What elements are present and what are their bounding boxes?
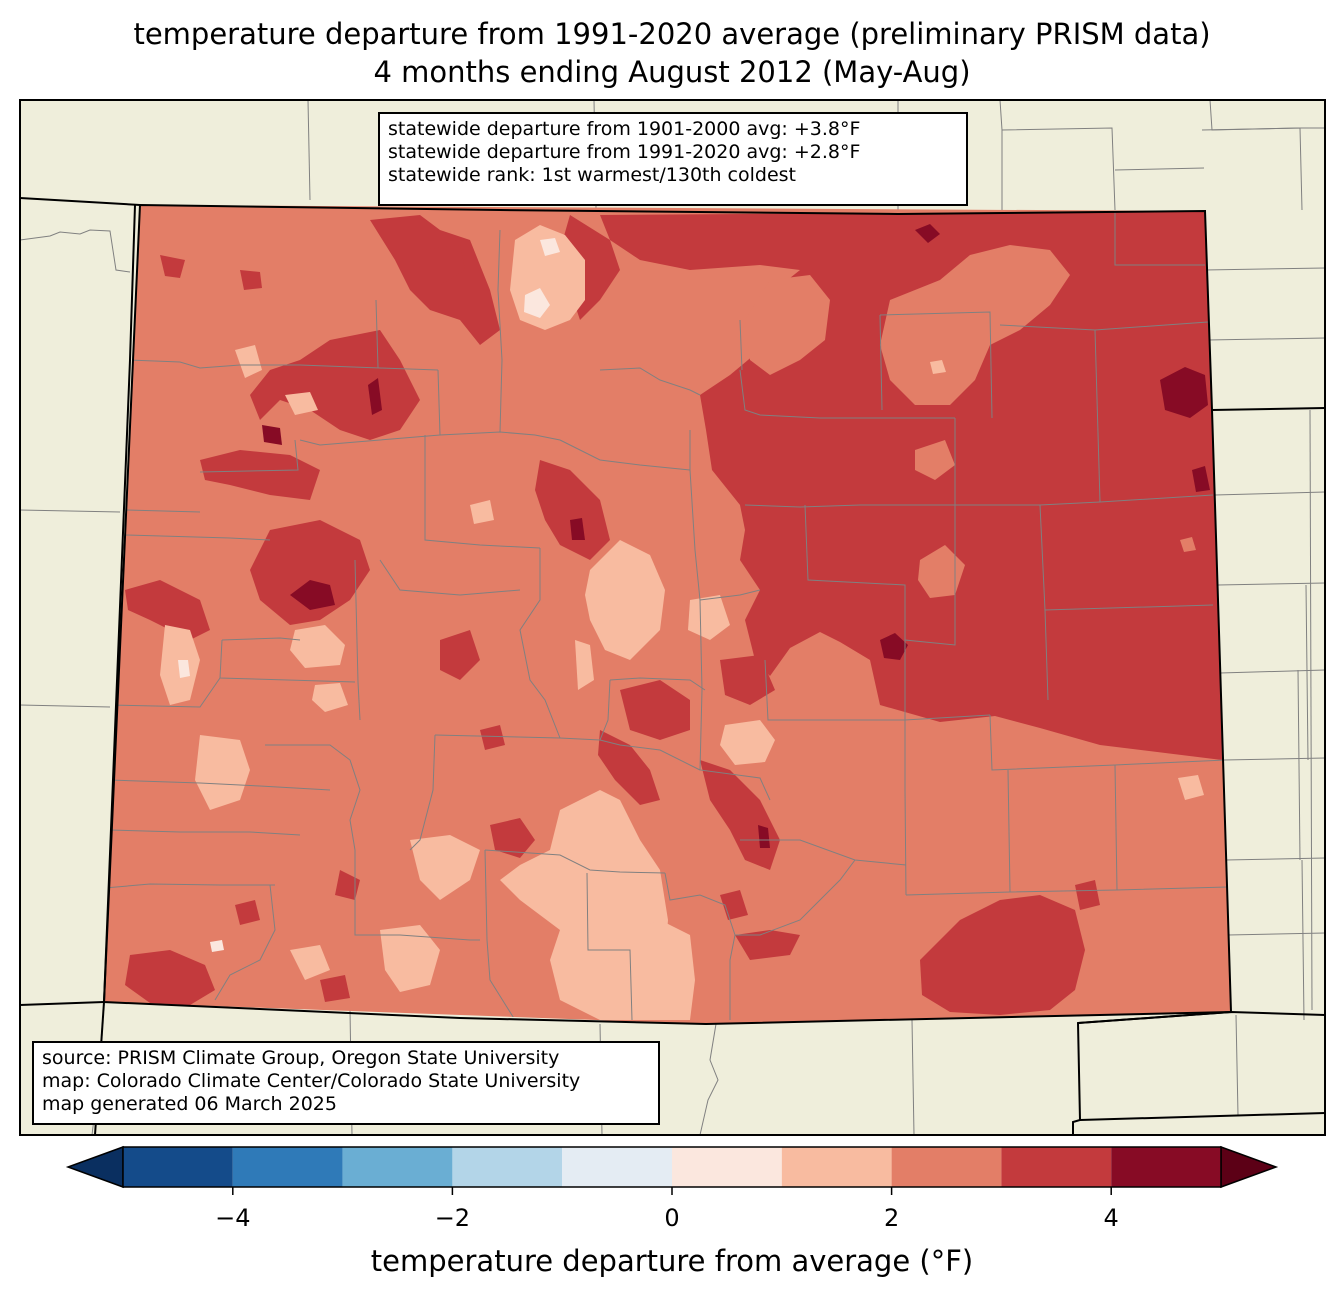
colorbar-bin-7 bbox=[891, 1147, 1002, 1187]
zones-4-5 bbox=[262, 224, 1210, 848]
colorbar-tick-label: 4 bbox=[1103, 1204, 1119, 1232]
colorbar-bin-3 bbox=[452, 1147, 563, 1187]
colorbar-label: temperature departure from average (°F) bbox=[370, 1244, 974, 1278]
zones-2-3-islands bbox=[745, 245, 1196, 598]
colorado-border bbox=[102, 203, 1233, 1026]
colorbar-bin-4 bbox=[562, 1147, 672, 1187]
title-line-2: 4 months ending August 2012 (May-Aug) bbox=[373, 55, 971, 89]
colorbar-bin-5 bbox=[672, 1147, 782, 1187]
stats-line-2: statewide departure from 1991-2020 avg: … bbox=[388, 141, 861, 163]
source-line-3: map generated 06 March 2025 bbox=[42, 1093, 337, 1115]
colorbar-extend-over bbox=[1220, 1145, 1279, 1189]
colorbar bbox=[65, 1145, 1279, 1195]
title-line-1: temperature departure from 1991-2020 ave… bbox=[133, 17, 1211, 51]
statewide-stats-box: statewide departure from 1901-2000 avg: … bbox=[378, 112, 968, 206]
colorbar-bin-1 bbox=[232, 1147, 343, 1187]
colorbar-tick-label: 2 bbox=[883, 1204, 900, 1232]
zones-0-1 bbox=[178, 238, 560, 952]
colorbar-tick-label: −4 bbox=[215, 1204, 251, 1232]
temperature-field bbox=[104, 205, 1231, 1024]
colorbar-tick-label: 0 bbox=[664, 1204, 680, 1232]
stats-line-3: statewide rank: 1st warmest/130th coldes… bbox=[388, 164, 797, 186]
colorbar-bin-0 bbox=[123, 1147, 233, 1187]
zones-3-4 bbox=[125, 211, 1222, 1015]
source-line-2: map: Colorado Climate Center/Colorado St… bbox=[42, 1070, 581, 1092]
colorbar-bin-8 bbox=[1001, 1147, 1112, 1187]
colorbar-bin-6 bbox=[781, 1147, 892, 1187]
colorbar-extend-under bbox=[65, 1145, 124, 1189]
source-box: source: PRISM Climate Group, Oregon Stat… bbox=[32, 1041, 660, 1125]
colorbar-bin-9 bbox=[1111, 1147, 1221, 1187]
map-frame bbox=[19, 99, 1326, 1136]
colorado-county-lines bbox=[104, 211, 1229, 1021]
colorbar-bin-2 bbox=[342, 1147, 453, 1187]
stats-line-1: statewide departure from 1901-2000 avg: … bbox=[388, 118, 861, 140]
colorbar-tick-label: −2 bbox=[434, 1204, 471, 1232]
source-line-1: source: PRISM Climate Group, Oregon Stat… bbox=[42, 1047, 560, 1069]
state-borders bbox=[20, 197, 1325, 1135]
